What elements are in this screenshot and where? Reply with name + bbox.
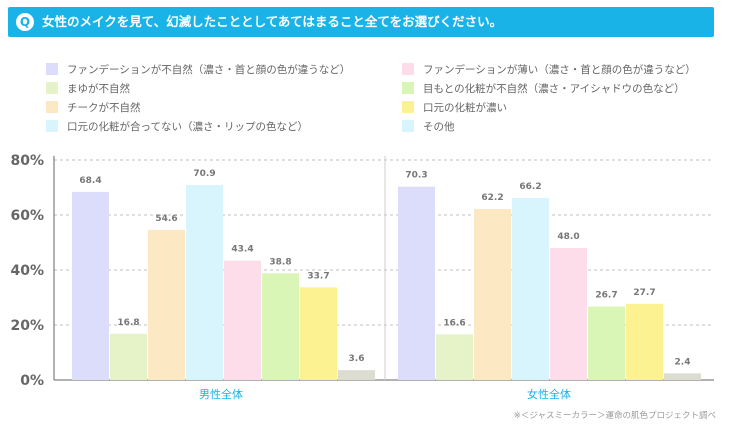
bar: [664, 373, 701, 380]
bar-value-label: 27.7: [633, 288, 655, 298]
legend-swatch: [46, 101, 58, 113]
legend-label: ファンデーションが不自然（濃さ・首と顔の色が違うなど）: [67, 63, 351, 76]
legend-item: 目もとの化粧が不自然（濃さ・アイシャドウの色など）: [402, 81, 685, 95]
legend-item: その他: [402, 119, 455, 133]
bar-chart: 0% 20% 40% 60% 80% 68.4 16.8 54.6 70.9 43.4 38.8 33…: [10, 153, 714, 401]
legend-label: まゆが不自然: [67, 82, 130, 95]
bar-value-label: 48.0: [557, 232, 579, 242]
bar: [626, 303, 663, 380]
legend-label: 目もとの化粧が不自然（濃さ・アイシャドウの色など）: [423, 82, 685, 95]
bar: [262, 273, 299, 380]
bar: [338, 370, 375, 380]
legend-item: 口元の化粧が合ってない（濃さ・リップの色など）: [46, 119, 308, 133]
legend-swatch: [402, 82, 414, 94]
question-text: 女性のメイクを見て、幻滅したこととしてあてはまること全てをお選びください。: [42, 14, 503, 29]
bar-value-label: 16.6: [443, 318, 465, 328]
bar: [436, 334, 473, 380]
legend-label: チークが不自然: [67, 101, 141, 114]
legend-swatch: [402, 101, 414, 113]
bar: [474, 208, 511, 380]
y-tick-label: 40%: [10, 263, 44, 279]
y-tick-label: 80%: [10, 153, 44, 169]
legend-label: 口元の化粧が合ってない（濃さ・リップの色など）: [67, 120, 308, 133]
legend-swatch: [402, 120, 414, 132]
bar-value-label: 68.4: [79, 176, 101, 186]
y-tick-label: 60%: [10, 208, 44, 224]
bar-value-label: 38.8: [269, 257, 291, 267]
bar-value-label: 70.3: [405, 171, 427, 181]
question-header: Q 女性のメイクを見て、幻滅したこととしてあてはまること全てをお選びください。: [8, 7, 714, 37]
bar: [300, 287, 337, 380]
bar-value-label: 33.7: [307, 271, 329, 281]
category-label: 女性全体: [527, 387, 571, 401]
source-note: ※＜ジャスミーカラー＞運命の肌色プロジェクト調べ: [513, 411, 716, 421]
bar: [110, 333, 147, 380]
bar-value-label: 70.9: [193, 169, 215, 179]
legend-swatch: [402, 63, 414, 75]
y-tick-label: 20%: [10, 318, 44, 334]
legend-item: 口元の化粧が濃い: [402, 100, 507, 114]
legend-swatch: [46, 82, 58, 94]
legend-label: その他: [423, 120, 455, 133]
bar-value-label: 3.6: [349, 354, 365, 364]
bar-value-label: 26.7: [595, 291, 617, 301]
question-icon: Q: [16, 13, 34, 31]
bar-value-label: 16.8: [117, 318, 139, 328]
bar: [72, 191, 109, 380]
legend-swatch: [46, 120, 58, 132]
category-label: 男性全体: [199, 387, 243, 401]
legend-swatch: [46, 63, 58, 75]
legend-item: ファンデーションが薄い（濃さ・首と顔の色が違うなど）: [402, 62, 696, 76]
y-tick-label: 0%: [20, 373, 44, 389]
bar: [512, 197, 549, 380]
legend-item: まゆが不自然: [46, 81, 130, 95]
legend-item: チークが不自然: [46, 100, 141, 114]
bar: [550, 248, 587, 380]
legend-item: ファンデーションが不自然（濃さ・首と顔の色が違うなど）: [46, 62, 350, 76]
bar: [224, 260, 261, 380]
bar-value-label: 66.2: [519, 182, 541, 192]
bar-value-label: 54.6: [155, 214, 177, 224]
bar: [588, 306, 625, 380]
bar: [186, 185, 223, 380]
bar-value-label: 62.2: [481, 193, 503, 203]
bar: [148, 229, 185, 380]
legend-label: ファンデーションが薄い（濃さ・首と顔の色が違うなど）: [423, 63, 696, 76]
legend-label: 口元の化粧が濃い: [423, 101, 507, 114]
bar-value-label: 43.4: [231, 245, 253, 255]
bar-value-label: 2.4: [675, 357, 691, 367]
bar: [398, 186, 435, 380]
